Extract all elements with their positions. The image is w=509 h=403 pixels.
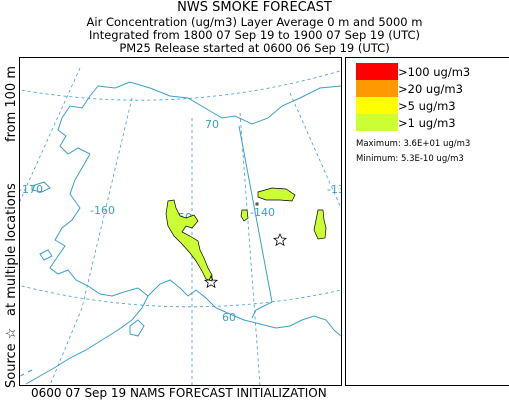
forecast-initialization: 0600 07 Sep 19 NAMS FORECAST INITIALIZAT… bbox=[31, 386, 327, 400]
legend-swatch-orange bbox=[356, 80, 398, 97]
map-svg: 70 60 -170 -160 -150 -140 -130 bbox=[20, 67, 341, 385]
longitude-160-line bbox=[49, 97, 133, 385]
source-markers bbox=[203, 233, 288, 289]
smoke-plume-main bbox=[165, 199, 213, 282]
side-label-multiple: at multiple locations bbox=[4, 183, 19, 316]
map-panel: 70 60 -170 -160 -150 -140 -130 bbox=[19, 57, 342, 386]
arctic-coast bbox=[97, 81, 341, 125]
legend-label: >5 ug/m3 bbox=[398, 98, 456, 113]
chukchi-coast bbox=[57, 85, 99, 155]
coastlines bbox=[20, 81, 341, 385]
smoke-plume-east-a bbox=[257, 187, 296, 202]
longitude-label-130: -130 bbox=[327, 183, 341, 196]
cook-inlet-coast bbox=[147, 279, 341, 337]
longitude-label-170: -170 bbox=[20, 183, 43, 196]
bristol-bay-coast bbox=[25, 287, 149, 385]
legend-item-5: >5 ug/m3 bbox=[356, 97, 456, 114]
latitude-label-60: 60 bbox=[222, 311, 236, 324]
legend-swatch-lime bbox=[356, 114, 398, 131]
source-label: Source bbox=[4, 343, 19, 388]
aleutian-islands bbox=[20, 369, 33, 377]
side-label-source: Source ☆ bbox=[4, 328, 19, 388]
legend-item-1: >1 ug/m3 bbox=[356, 114, 456, 131]
longitude-130-line bbox=[289, 92, 341, 209]
smoke-plume-east-c bbox=[240, 209, 249, 222]
longitude-140-line bbox=[239, 112, 261, 385]
latitude-label-70: 70 bbox=[205, 118, 219, 131]
longitude-label-140: -140 bbox=[250, 206, 275, 219]
release-info: PM25 Release started at 0600 06 Sep 19 (… bbox=[119, 41, 390, 55]
legend-item-100: >100 ug/m3 bbox=[356, 63, 470, 80]
nunivak-island bbox=[39, 249, 53, 261]
western-coast bbox=[49, 153, 139, 297]
kodiak-island bbox=[129, 319, 145, 337]
legend-panel: >100 ug/m3 >20 ug/m3 >5 ug/m3 >1 ug/m3 M… bbox=[345, 57, 509, 386]
map-title: NWS SMOKE FORECAST bbox=[177, 0, 332, 15]
smoke-plume-east-b bbox=[313, 209, 327, 240]
legend-swatch-yellow bbox=[356, 97, 398, 114]
international-border bbox=[238, 125, 273, 319]
st-lawrence-island bbox=[31, 181, 51, 193]
legend-swatch-red bbox=[356, 63, 398, 80]
map-subtitle: Air Concentration (ug/m3) Layer Average … bbox=[86, 15, 423, 29]
side-label-height: from 100 m bbox=[4, 66, 19, 142]
latitude-60-line bbox=[20, 285, 341, 308]
source-star-icon: ☆ bbox=[4, 327, 19, 340]
integration-period: Integrated from 1800 07 Sep 19 to 1900 0… bbox=[89, 28, 420, 42]
legend-label: >1 ug/m3 bbox=[398, 115, 456, 130]
minimum-value: Minimum: 5.3E-10 ug/m3 bbox=[356, 154, 464, 164]
source-star-icon bbox=[272, 233, 288, 247]
latitude-70-line bbox=[20, 70, 341, 101]
legend-label: >20 ug/m3 bbox=[398, 81, 463, 96]
legend-item-20: >20 ug/m3 bbox=[356, 80, 463, 97]
longitude-label-160: -160 bbox=[90, 204, 115, 217]
maximum-value: Maximum: 3.6E+01 ug/m3 bbox=[356, 139, 471, 149]
source-star-icon bbox=[203, 275, 219, 289]
legend-label: >100 ug/m3 bbox=[398, 64, 471, 79]
smoke-plume-east-d bbox=[255, 202, 259, 206]
smoke-plumes bbox=[165, 187, 327, 282]
longitude-170-line bbox=[20, 67, 81, 202]
